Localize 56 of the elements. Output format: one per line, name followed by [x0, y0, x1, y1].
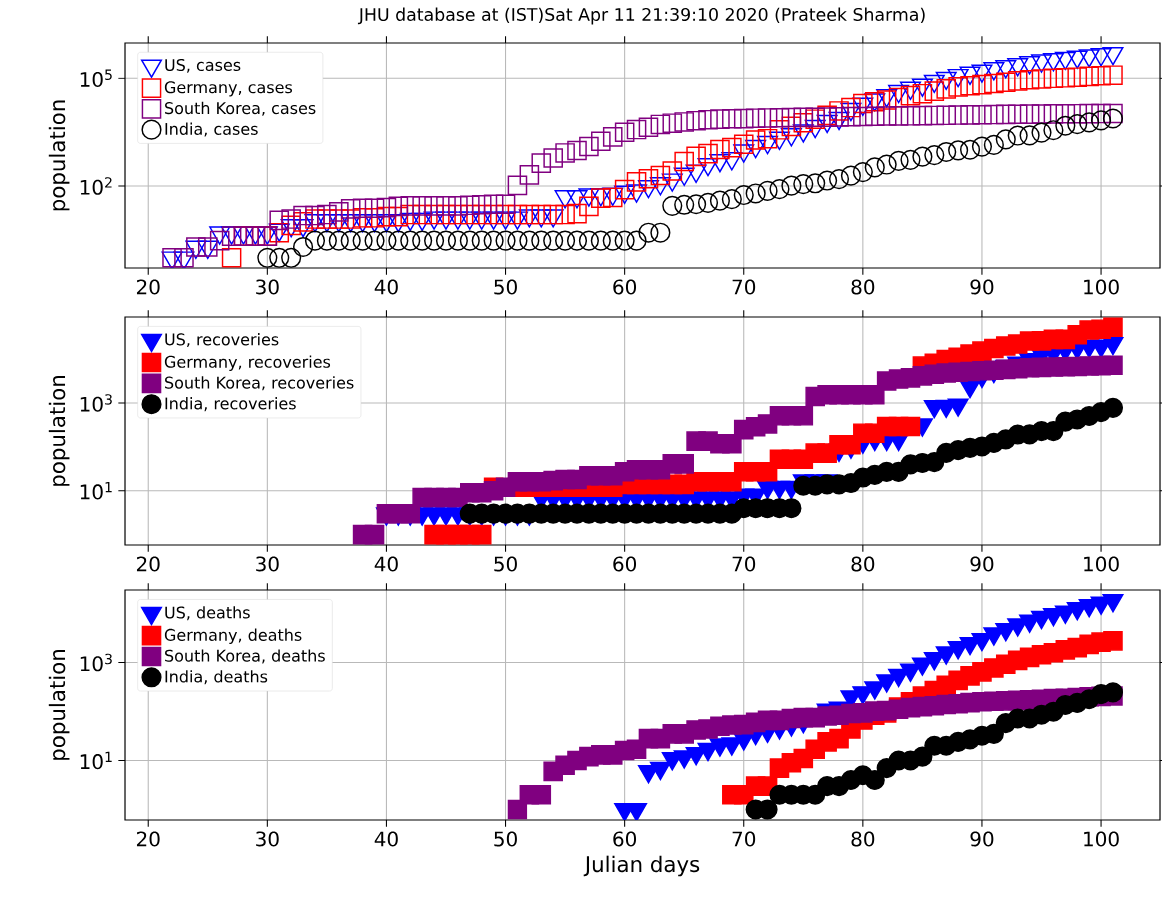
- x-tick-label: 90: [970, 831, 994, 847]
- legend-label: US, recoveries: [165, 333, 279, 348]
- x-tick-label: 100: [1084, 279, 1119, 295]
- x-tick-label: 50: [494, 556, 517, 572]
- legend-label: Germany, cases: [164, 81, 293, 97]
- legend-label: South Korea, recoveries: [165, 376, 354, 391]
- legend-label: India, recoveries: [165, 397, 296, 412]
- legend-label: US, deaths: [165, 606, 250, 621]
- y-tick-label: 10$^{1}$: [80, 751, 112, 770]
- legend-label: India, cases: [165, 122, 258, 137]
- y-tick-label: 10$^{3}$: [80, 653, 112, 672]
- legend-label: South Korea, cases: [165, 101, 316, 116]
- x-tick-label: 90: [970, 556, 994, 572]
- x-tick-label: 60: [613, 831, 637, 847]
- point: [531, 784, 552, 805]
- x-tick-label: 80: [851, 831, 875, 847]
- legend-label: Germany, deaths: [164, 628, 302, 645]
- x-tick-label: 80: [851, 279, 875, 295]
- x-tick-label: 70: [732, 279, 756, 295]
- x-tick-label: 90: [970, 279, 994, 295]
- x-tick-label: 70: [732, 831, 756, 847]
- y-tick-label: 10$^{5}$: [80, 69, 112, 88]
- x-tick-label: 50: [494, 831, 517, 847]
- point: [471, 524, 492, 545]
- x-axis-title: Julian days: [583, 855, 700, 877]
- y-axis-title: population: [48, 376, 70, 486]
- y-axis-title: population: [48, 650, 70, 760]
- x-tick-label: 50: [494, 279, 517, 295]
- legend-label: India, deaths: [165, 670, 268, 685]
- legend-label: South Korea, deaths: [165, 649, 325, 664]
- x-tick-label: 100: [1084, 556, 1119, 572]
- legend-label: US, cases: [165, 58, 241, 73]
- x-tick-label: 20: [136, 279, 160, 295]
- point: [1102, 397, 1124, 418]
- x-tick-label: 20: [136, 556, 160, 572]
- point: [864, 769, 885, 791]
- point: [1103, 631, 1123, 651]
- x-tick-label: 40: [374, 556, 398, 572]
- y-tick-label: 10$^{1}$: [80, 482, 112, 500]
- x-tick-label: 40: [374, 831, 398, 847]
- point: [1103, 317, 1123, 338]
- x-tick-label: 70: [732, 556, 756, 572]
- legend-label: Germany, recoveries: [164, 355, 331, 371]
- x-tick-label: 30: [256, 831, 279, 847]
- y-tick-label: 10$^{2}$: [80, 177, 112, 195]
- x-tick-label: 30: [256, 279, 279, 295]
- x-tick-label: 20: [136, 831, 160, 847]
- x-tick-label: 80: [851, 556, 875, 572]
- chart-title: JHU database at (IST)Sat Apr 11 21:39:10 2020 (Prateek Sharma): [357, 7, 925, 25]
- x-tick-label: 30: [256, 556, 279, 572]
- y-axis-title: population: [48, 100, 70, 211]
- x-tick-label: 60: [613, 556, 637, 572]
- x-tick-label: 40: [374, 279, 398, 295]
- x-tick-label: 60: [613, 279, 637, 295]
- y-tick-label: 10$^{3}$: [80, 394, 112, 412]
- x-tick-label: 100: [1084, 831, 1119, 847]
